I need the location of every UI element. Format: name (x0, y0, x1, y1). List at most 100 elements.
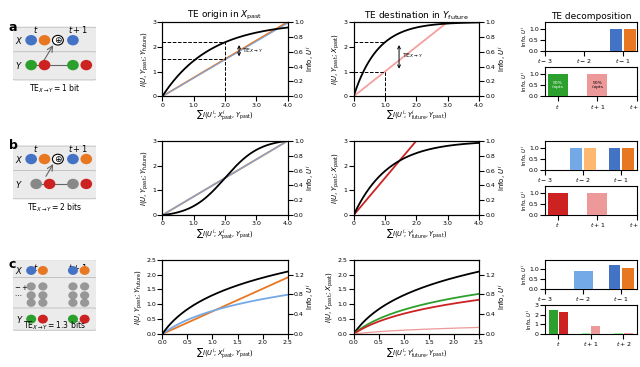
Text: $Y$: $Y$ (15, 314, 23, 325)
Circle shape (79, 315, 90, 324)
Circle shape (38, 315, 48, 324)
FancyBboxPatch shape (11, 277, 98, 313)
Y-axis label: Info, $U^i$: Info, $U^i$ (305, 284, 317, 310)
Y-axis label: Info, $U^i$: Info, $U^i$ (305, 165, 317, 191)
Y-axis label: Info, $U^i$: Info, $U^i$ (519, 26, 527, 47)
FancyBboxPatch shape (11, 146, 98, 174)
Title: TE origin in $X_\mathrm{past}$: TE origin in $X_\mathrm{past}$ (188, 9, 262, 22)
Y-axis label: Info, $U^i$: Info, $U^i$ (497, 284, 509, 310)
Circle shape (80, 299, 89, 307)
Y-axis label: Info, $U^i$: Info, $U^i$ (519, 71, 527, 92)
Circle shape (38, 282, 47, 291)
Y-axis label: Info, $U^i$: Info, $U^i$ (305, 46, 317, 72)
Text: $t$: $t$ (33, 143, 39, 154)
Circle shape (27, 282, 36, 291)
Circle shape (38, 299, 47, 307)
Circle shape (67, 154, 79, 164)
Y-axis label: Info, $U^i$: Info, $U^i$ (519, 190, 527, 211)
Bar (548, 193, 568, 215)
Text: $-+$: $-+$ (13, 283, 28, 292)
Bar (610, 29, 621, 51)
X-axis label: $\sum I(U^i; X^i_\mathrm{past}, Y_\mathrm{past})$: $\sum I(U^i; X^i_\mathrm{past}, Y_\mathr… (196, 346, 254, 361)
Circle shape (27, 291, 36, 299)
Bar (609, 148, 620, 170)
Circle shape (26, 60, 37, 70)
Circle shape (67, 60, 79, 70)
Y-axis label: Info, $U^i$: Info, $U^i$ (497, 46, 509, 72)
Circle shape (44, 179, 56, 189)
Circle shape (68, 282, 77, 291)
Circle shape (26, 315, 36, 324)
Y-axis label: $I(U, Y_\mathrm{past}; Y_\mathrm{future})$: $I(U, Y_\mathrm{past}; Y_\mathrm{future}… (133, 269, 145, 325)
Bar (588, 74, 607, 96)
FancyBboxPatch shape (11, 260, 98, 282)
FancyBboxPatch shape (11, 52, 98, 80)
Text: $t$: $t$ (33, 262, 39, 273)
Text: $X$: $X$ (15, 265, 24, 276)
Text: c: c (8, 258, 16, 271)
Y-axis label: $I(U, Y_\mathrm{past}; X_\mathrm{past})$: $I(U, Y_\mathrm{past}; X_\mathrm{past})$ (331, 33, 342, 85)
Bar (584, 148, 596, 170)
Bar (609, 265, 620, 289)
Text: $\mathrm{TE}_{X\rightarrow Y}=2$ bits: $\mathrm{TE}_{X\rightarrow Y}=2$ bits (27, 201, 83, 214)
Circle shape (27, 299, 36, 307)
X-axis label: $\sum I(U^i; X^i_\mathrm{past}, Y_\mathrm{past})$: $\sum I(U^i; X^i_\mathrm{past}, Y_\mathr… (196, 109, 254, 123)
Text: $t+1$: $t+1$ (68, 262, 88, 273)
Text: a: a (8, 21, 17, 33)
Circle shape (68, 291, 77, 299)
Text: 50%
/opts: 50% /opts (552, 81, 563, 90)
Text: 50%
/opts: 50% /opts (592, 81, 603, 90)
Text: $\mathrm{TE}_{X\rightarrow Y}$: $\mathrm{TE}_{X\rightarrow Y}$ (402, 51, 423, 60)
Text: $t+1$: $t+1$ (68, 143, 88, 154)
FancyBboxPatch shape (11, 27, 98, 55)
Circle shape (68, 266, 78, 275)
Circle shape (38, 154, 51, 164)
Text: b: b (8, 139, 17, 152)
Circle shape (30, 179, 42, 189)
Circle shape (26, 154, 37, 164)
Circle shape (81, 179, 92, 189)
FancyBboxPatch shape (11, 171, 98, 199)
Text: $X$: $X$ (15, 154, 23, 165)
Text: $X$: $X$ (15, 36, 23, 47)
Circle shape (38, 60, 51, 70)
Text: $t$: $t$ (33, 24, 39, 35)
Circle shape (38, 35, 51, 46)
Title: TE decomposition: TE decomposition (550, 12, 631, 21)
FancyBboxPatch shape (11, 308, 98, 330)
X-axis label: $\sum I(U^i; Y^i_\mathrm{future}, Y_\mathrm{past})$: $\sum I(U^i; Y^i_\mathrm{future}, Y_\mat… (386, 109, 447, 122)
Bar (570, 148, 582, 170)
Circle shape (80, 291, 89, 299)
Bar (559, 312, 568, 334)
Text: $Y$: $Y$ (15, 179, 22, 190)
Y-axis label: $I(U, Y_\mathrm{past}; X_\mathrm{past})$: $I(U, Y_\mathrm{past}; X_\mathrm{past})$ (331, 152, 342, 204)
Y-axis label: Info, $U^i$: Info, $U^i$ (525, 309, 533, 330)
Circle shape (67, 35, 79, 46)
Circle shape (38, 266, 48, 275)
Circle shape (67, 179, 79, 189)
Circle shape (52, 154, 63, 164)
Y-axis label: $I(U, Y_\mathrm{past}; Y_\mathrm{future})$: $I(U, Y_\mathrm{past}; Y_\mathrm{future}… (140, 31, 150, 87)
Text: $\mathrm{TE}_{X\rightarrow Y}=1.3$ bits: $\mathrm{TE}_{X\rightarrow Y}=1.3$ bits (23, 320, 86, 333)
Circle shape (80, 282, 89, 291)
Text: $Y$: $Y$ (15, 60, 22, 71)
Y-axis label: Info, $U^i$: Info, $U^i$ (519, 145, 527, 166)
Circle shape (68, 315, 78, 324)
Bar (622, 148, 634, 170)
Bar (591, 326, 600, 334)
Text: $\mathrm{TE}_{X\rightarrow Y}=1$ bit: $\mathrm{TE}_{X\rightarrow Y}=1$ bit (29, 83, 81, 95)
Bar (573, 271, 593, 289)
Y-axis label: $I(U, Y_\mathrm{past}; Y_\mathrm{future})$: $I(U, Y_\mathrm{past}; Y_\mathrm{future}… (140, 150, 150, 206)
Text: $\oplus$: $\oplus$ (54, 35, 62, 45)
Text: $\cdots$: $\cdots$ (13, 291, 22, 297)
X-axis label: $\sum I(U^i; Y^i_\mathrm{future}, Y_\mathrm{past})$: $\sum I(U^i; Y^i_\mathrm{future}, Y_\mat… (386, 346, 447, 360)
Circle shape (79, 266, 90, 275)
Text: $t+1$: $t+1$ (68, 24, 88, 35)
Y-axis label: $I(U, Y_\mathrm{past}; X_\mathrm{past})$: $I(U, Y_\mathrm{past}; X_\mathrm{past})$ (324, 271, 336, 323)
Circle shape (52, 35, 63, 45)
X-axis label: $\sum I(U^i; X^i_\mathrm{past}, Y_\mathrm{past})$: $\sum I(U^i; X^i_\mathrm{past}, Y_\mathr… (196, 228, 254, 242)
Bar (622, 268, 634, 289)
Text: $\mathrm{TE}_{X\rightarrow Y}$: $\mathrm{TE}_{X\rightarrow Y}$ (242, 46, 263, 55)
X-axis label: $\sum I(U^i; Y^i_\mathrm{future}, Y_\mathrm{past})$: $\sum I(U^i; Y^i_\mathrm{future}, Y_\mat… (386, 228, 447, 241)
Circle shape (81, 154, 92, 164)
